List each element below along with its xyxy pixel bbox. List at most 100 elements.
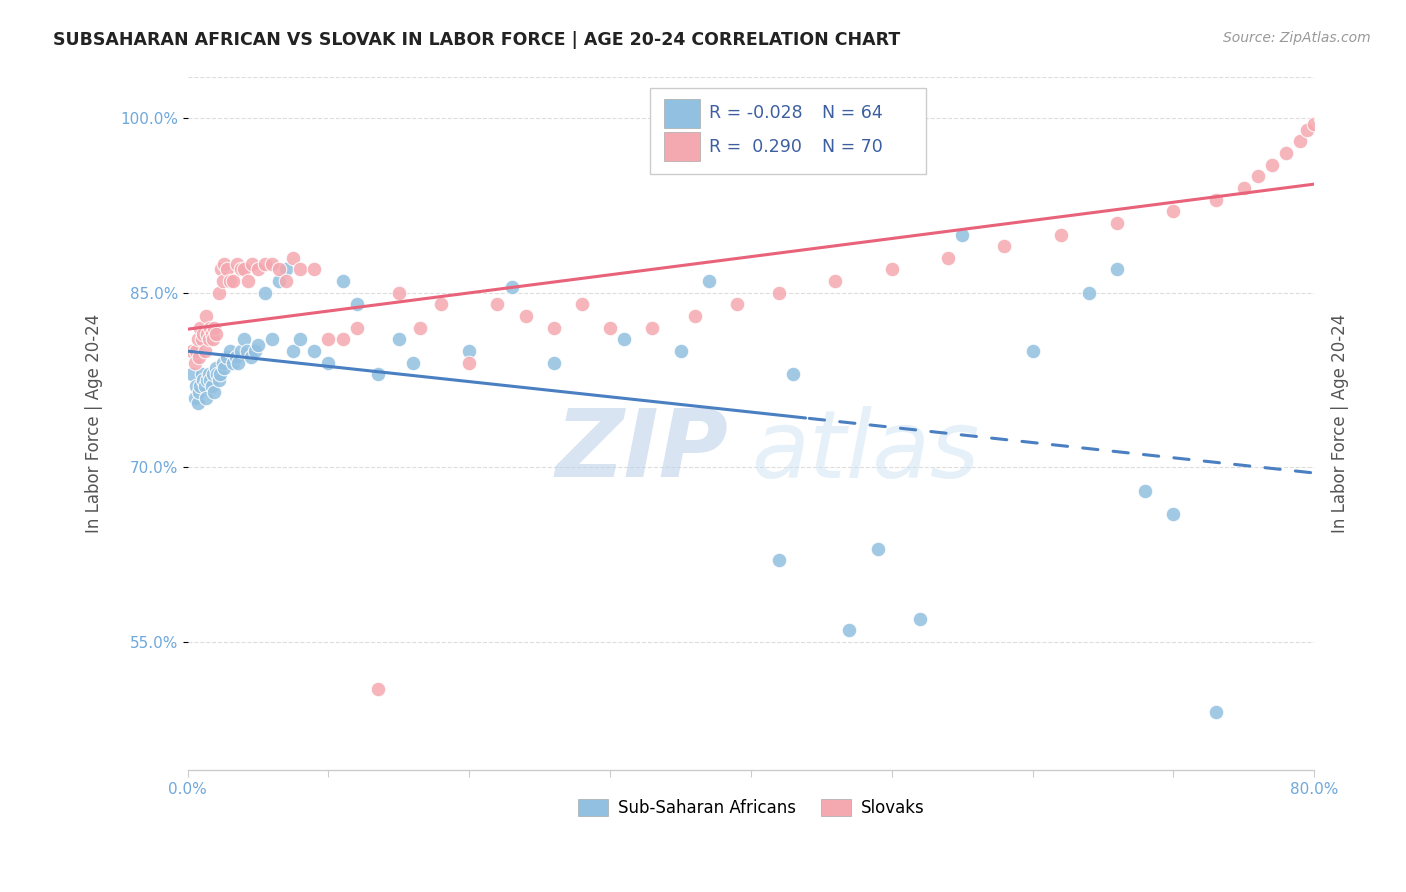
Point — [515, 309, 537, 323]
Point — [571, 297, 593, 311]
Y-axis label: In Labor Force | Age 20-24: In Labor Force | Age 20-24 — [86, 314, 103, 533]
Point — [950, 227, 973, 242]
Point — [190, 379, 212, 393]
Point — [217, 350, 239, 364]
Point — [1105, 216, 1128, 230]
Point — [197, 373, 219, 387]
Point — [908, 612, 931, 626]
Point — [402, 356, 425, 370]
Point — [1077, 285, 1099, 300]
Point — [219, 343, 242, 358]
Point — [1247, 169, 1270, 184]
Point — [1310, 111, 1333, 125]
Point — [205, 326, 228, 341]
Point — [204, 320, 226, 334]
Point — [186, 343, 208, 358]
Point — [245, 343, 267, 358]
Point — [683, 309, 706, 323]
Point — [346, 297, 368, 311]
Point — [1289, 135, 1312, 149]
Point — [212, 274, 235, 288]
Point — [1303, 117, 1326, 131]
Point — [195, 309, 218, 323]
FancyBboxPatch shape — [664, 132, 700, 161]
Text: Source: ZipAtlas.com: Source: ZipAtlas.com — [1223, 31, 1371, 45]
Point — [204, 384, 226, 399]
Point — [202, 368, 225, 382]
Point — [486, 297, 509, 311]
Point — [193, 373, 215, 387]
Point — [388, 332, 411, 346]
Point — [458, 343, 481, 358]
Point — [669, 343, 692, 358]
Point — [1049, 227, 1071, 242]
FancyBboxPatch shape — [650, 87, 925, 175]
Point — [211, 262, 233, 277]
Point — [198, 332, 221, 346]
Point — [782, 368, 804, 382]
Text: atlas: atlas — [751, 406, 979, 497]
Point — [228, 356, 250, 370]
Point — [207, 368, 229, 382]
Point — [205, 361, 228, 376]
Point — [233, 332, 256, 346]
Point — [276, 262, 298, 277]
Point — [219, 274, 242, 288]
Point — [1163, 507, 1185, 521]
Point — [222, 274, 245, 288]
Point — [233, 262, 256, 277]
Point — [183, 356, 205, 370]
Point — [388, 285, 411, 300]
Point — [269, 262, 291, 277]
Point — [936, 251, 959, 265]
Point — [254, 285, 277, 300]
Point — [332, 274, 354, 288]
Point — [200, 373, 222, 387]
Point — [269, 274, 291, 288]
Point — [180, 368, 202, 382]
Point — [332, 332, 354, 346]
Point — [409, 320, 432, 334]
Point — [1021, 343, 1043, 358]
Point — [201, 379, 224, 393]
Point — [186, 379, 208, 393]
Point — [768, 553, 790, 567]
Point — [283, 251, 305, 265]
Point — [613, 332, 636, 346]
Point — [367, 681, 389, 696]
Point — [209, 368, 232, 382]
Text: SUBSAHARAN AFRICAN VS SLOVAK IN LABOR FORCE | AGE 20-24 CORRELATION CHART: SUBSAHARAN AFRICAN VS SLOVAK IN LABOR FO… — [53, 31, 901, 49]
Point — [866, 541, 889, 556]
Point — [231, 343, 253, 358]
Point — [214, 257, 236, 271]
Point — [543, 356, 565, 370]
Text: ZIP: ZIP — [555, 406, 728, 498]
Point — [1275, 146, 1298, 161]
Text: N = 64: N = 64 — [823, 104, 883, 122]
Point — [697, 274, 720, 288]
Point — [346, 320, 368, 334]
Point — [290, 332, 312, 346]
Point — [226, 257, 249, 271]
Point — [238, 274, 260, 288]
Point — [276, 274, 298, 288]
Point — [725, 297, 748, 311]
Point — [214, 361, 236, 376]
Point — [290, 262, 312, 277]
Point — [202, 332, 225, 346]
Point — [543, 320, 565, 334]
Point — [195, 391, 218, 405]
Point — [187, 332, 209, 346]
Point — [247, 338, 270, 352]
Point — [430, 297, 453, 311]
Point — [262, 332, 284, 346]
Point — [458, 356, 481, 370]
Point — [188, 350, 211, 364]
Point — [190, 320, 212, 334]
Point — [838, 624, 860, 638]
Point — [201, 326, 224, 341]
Point — [1205, 705, 1227, 719]
Point — [304, 262, 326, 277]
Point — [501, 280, 523, 294]
Legend: Sub-Saharan Africans, Slovaks: Sub-Saharan Africans, Slovaks — [571, 792, 931, 824]
